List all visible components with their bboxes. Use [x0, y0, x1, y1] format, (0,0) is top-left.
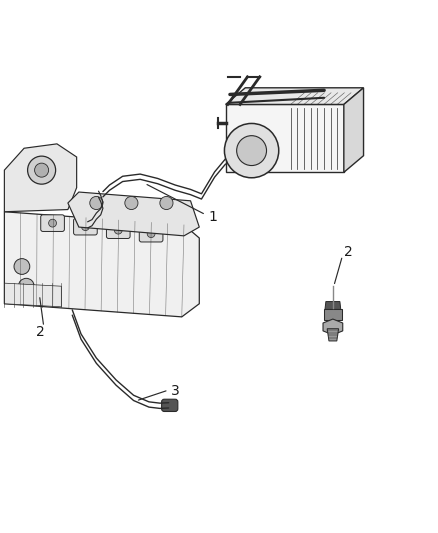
Circle shape: [49, 219, 57, 227]
Circle shape: [28, 156, 56, 184]
FancyBboxPatch shape: [139, 225, 163, 242]
Circle shape: [14, 259, 30, 274]
Text: 3: 3: [171, 384, 180, 398]
FancyBboxPatch shape: [106, 222, 130, 238]
Text: 2: 2: [36, 325, 45, 339]
Circle shape: [114, 226, 122, 234]
Circle shape: [237, 136, 266, 166]
Text: 2: 2: [344, 246, 353, 260]
Polygon shape: [4, 283, 61, 307]
Circle shape: [224, 124, 279, 178]
Polygon shape: [324, 309, 342, 320]
Circle shape: [32, 289, 47, 305]
Polygon shape: [327, 329, 339, 341]
Circle shape: [90, 197, 103, 209]
Polygon shape: [68, 192, 199, 236]
Polygon shape: [4, 212, 199, 317]
FancyBboxPatch shape: [74, 219, 97, 235]
Polygon shape: [226, 88, 364, 104]
FancyBboxPatch shape: [162, 399, 178, 411]
Circle shape: [147, 230, 155, 238]
Circle shape: [81, 223, 89, 231]
Text: 1: 1: [208, 211, 217, 224]
FancyBboxPatch shape: [41, 215, 64, 231]
Polygon shape: [4, 144, 77, 212]
Circle shape: [18, 278, 34, 294]
Polygon shape: [226, 104, 344, 172]
Circle shape: [125, 197, 138, 209]
Polygon shape: [323, 319, 343, 335]
Circle shape: [160, 197, 173, 209]
Polygon shape: [325, 302, 341, 310]
Polygon shape: [344, 88, 364, 172]
Circle shape: [35, 163, 49, 177]
